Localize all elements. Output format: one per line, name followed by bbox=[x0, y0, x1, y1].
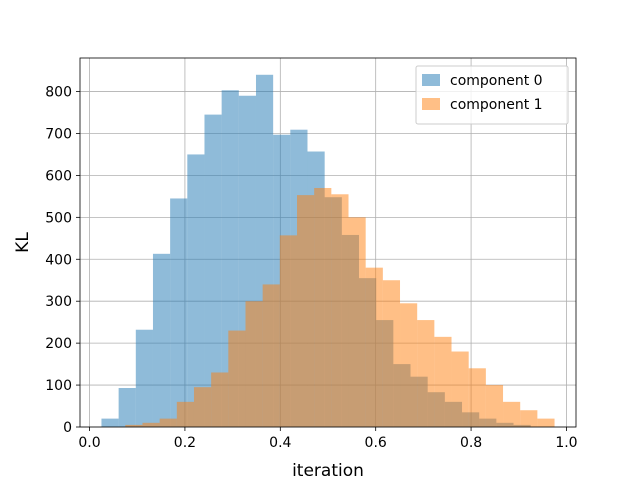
plot-frame bbox=[79, 57, 577, 428]
histogram-bar-series-0 bbox=[204, 114, 222, 427]
histogram-bar-series-1 bbox=[382, 280, 401, 427]
x-tick-label: 0.6 bbox=[365, 435, 387, 451]
histogram-bar-series-1 bbox=[159, 418, 177, 427]
y-tick-label: 400 bbox=[45, 252, 72, 268]
histogram-bar-series-0 bbox=[118, 388, 136, 427]
histogram-bar-series-1 bbox=[262, 284, 280, 427]
y-tick-label: 200 bbox=[45, 336, 72, 352]
axis-ticks: 0.0 0.2 0.4 0.6 0.8 1.0 0 100 200 300 400 500 600 700… bbox=[45, 85, 577, 451]
histogram-bar-series-1 bbox=[434, 336, 452, 427]
histogram-bar-series-0 bbox=[101, 418, 119, 427]
histogram-bar-series-1 bbox=[331, 194, 349, 427]
histogram-bar-series-1 bbox=[125, 424, 143, 427]
y-tick-label: 800 bbox=[45, 85, 72, 101]
legend-label-series-0: component 0 bbox=[450, 73, 543, 89]
histogram-bar-series-1 bbox=[176, 401, 194, 427]
histogram-bar-series-1 bbox=[228, 330, 246, 427]
x-tick-label: 0.0 bbox=[78, 435, 100, 451]
histogram-bar-series-1 bbox=[142, 422, 160, 427]
legend: component 0 component 1 bbox=[415, 65, 569, 125]
y-tick-label: 300 bbox=[45, 294, 72, 310]
legend-label-series-1: component 1 bbox=[450, 97, 543, 113]
histogram-bar-series-1 bbox=[451, 351, 469, 427]
histogram-bar-series-1 bbox=[211, 372, 229, 427]
histogram-bar-series-1 bbox=[485, 385, 504, 427]
histogram-bar-series-1 bbox=[520, 410, 538, 427]
histogram-bar-series-1 bbox=[297, 195, 315, 427]
histogram-bar-series-1 bbox=[468, 368, 486, 427]
histogram-bar-series-1 bbox=[417, 320, 435, 427]
y-axis-label: KL bbox=[13, 232, 33, 253]
legend-swatch-series-1 bbox=[422, 98, 440, 110]
histogram-bar-series-1 bbox=[193, 387, 212, 427]
histogram-bar-series-1 bbox=[348, 217, 366, 427]
histogram-bar-series-1 bbox=[503, 401, 521, 427]
y-tick-label: 0 bbox=[63, 420, 72, 436]
histogram-bar-series-1 bbox=[400, 303, 418, 427]
histogram-bar-series-0 bbox=[152, 253, 171, 427]
x-tick-label: 0.4 bbox=[269, 435, 291, 451]
histogram-bar-series-1 bbox=[245, 301, 263, 427]
histogram-bar-series-1 bbox=[279, 235, 297, 427]
y-tick-label: 500 bbox=[45, 210, 72, 226]
y-tick-label: 600 bbox=[45, 168, 72, 184]
histogram-bar-series-1 bbox=[537, 418, 555, 427]
histogram-bar-series-0 bbox=[135, 329, 153, 427]
x-tick-label: 0.2 bbox=[174, 435, 196, 451]
histogram-bar-series-0 bbox=[187, 154, 205, 427]
x-axis-label: iteration bbox=[292, 461, 364, 480]
x-tick-label: 1.0 bbox=[555, 435, 577, 451]
legend-box bbox=[415, 65, 569, 125]
histogram-bar-series-1 bbox=[314, 187, 332, 427]
histogram-bar-series-1 bbox=[365, 267, 383, 427]
y-tick-label: 700 bbox=[45, 126, 72, 142]
histogram-bar-series-0 bbox=[170, 198, 188, 427]
y-tick-label: 100 bbox=[45, 378, 72, 394]
histogram-bars bbox=[101, 74, 555, 428]
legend-swatch-series-0 bbox=[422, 74, 440, 86]
x-tick-label: 0.8 bbox=[460, 435, 482, 451]
